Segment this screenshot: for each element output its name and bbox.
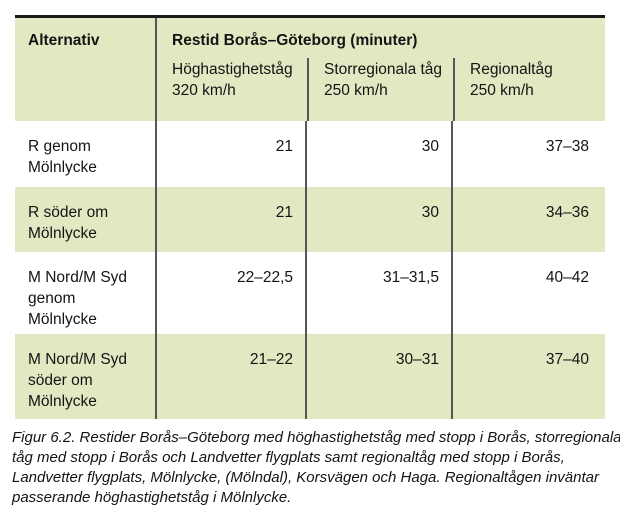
- value-cell: 21: [157, 121, 307, 187]
- value-cell: 34–36: [545, 204, 589, 221]
- subheader-line: Regionaltåg: [470, 61, 553, 78]
- value-cell: 21: [157, 187, 307, 252]
- value-cell: 40–42: [545, 269, 589, 286]
- row-label-cell: R genom Mölnlycke: [15, 121, 157, 187]
- row-label-line: Mölnlycke: [28, 225, 97, 242]
- value-cell: 30: [307, 187, 453, 252]
- row-label-line: genom: [28, 290, 76, 307]
- value-cell: 21–22: [157, 334, 307, 419]
- figure-caption: Figur 6.2. Restider Borås–Göteborg med h…: [12, 428, 620, 508]
- caption-line: Landvetter flygplats, Mölnlycke, (Mölnda…: [12, 469, 599, 486]
- row-label-line: M Nord/M Syd: [28, 269, 128, 286]
- header-cell-regionaltag: Regionaltåg 250 km/h: [453, 58, 605, 121]
- value-cell: 22–22,5: [157, 252, 307, 334]
- table-row: M Nord/M Syd genom Mölnlycke 22–22,5 31–…: [15, 252, 605, 334]
- value-cell: 30: [307, 121, 453, 187]
- row-label-line: Mölnlycke: [28, 393, 97, 410]
- row-label-cell: M Nord/M Syd genom Mölnlycke: [15, 252, 157, 334]
- table-row: R genom Mölnlycke 21 30 37–38: [15, 121, 605, 187]
- header-label-alternativ: Alternativ: [28, 32, 100, 49]
- header-cell-storregionala: Storregionala tåg 250 km/h: [307, 58, 453, 121]
- row-label-cell: M Nord/M Syd söder om Mölnlycke: [15, 334, 157, 419]
- header-group: Restid Borås–Göteborg (minuter) Höghasti…: [157, 18, 605, 121]
- subheader-line: Höghastighetståg: [172, 61, 293, 78]
- row-label-line: Mölnlycke: [28, 159, 97, 176]
- table-row: R söder om Mölnlycke 21 30 34–36: [15, 187, 605, 252]
- header-group-title: Restid Borås–Göteborg (minuter): [172, 32, 418, 49]
- value-cell: 37–38: [545, 138, 589, 155]
- value-cell: 31–31,5: [307, 252, 453, 334]
- subheader-line: 320 km/h: [172, 82, 236, 99]
- caption-line: Figur 6.2. Restider Borås–Göteborg med h…: [12, 429, 620, 446]
- travel-time-table: Alternativ Restid Borås–Göteborg (minute…: [15, 15, 605, 419]
- row-label-line: R genom: [28, 138, 91, 155]
- header-cell-alternativ: Alternativ: [15, 18, 157, 121]
- subheader-line: 250 km/h: [470, 82, 534, 99]
- row-label-line: M Nord/M Syd: [28, 351, 128, 368]
- subheader-line: 250 km/h: [324, 82, 388, 99]
- subheader-line: Storregionala tåg: [324, 61, 443, 78]
- header-subcolumns: Höghastighetståg 320 km/h Storregionala …: [157, 58, 605, 121]
- row-label-line: R söder om: [28, 204, 109, 221]
- row-label-line: söder om: [28, 372, 93, 389]
- table-row: M Nord/M Syd söder om Mölnlycke 21–22 30…: [15, 334, 605, 419]
- caption-line: tåg med stopp i Borås och Landvetter fly…: [12, 449, 565, 466]
- row-label-line: Mölnlycke: [28, 311, 97, 328]
- row-label-cell: R söder om Mölnlycke: [15, 187, 157, 252]
- value-cell: 37–40: [545, 351, 589, 368]
- table-header-row: Alternativ Restid Borås–Göteborg (minute…: [15, 18, 605, 121]
- header-cell-hoghastighetstag: Höghastighetståg 320 km/h: [157, 58, 307, 121]
- value-cell: 30–31: [307, 334, 453, 419]
- caption-line: passerande höghastighetståg i Mölnlycke.: [12, 489, 292, 506]
